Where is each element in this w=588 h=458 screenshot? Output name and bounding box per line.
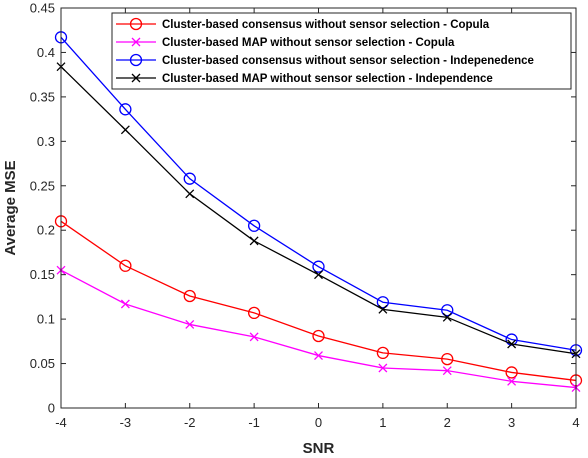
y-axis-label: Average MSE (2, 160, 19, 255)
data-point (376, 296, 390, 309)
data-point (183, 172, 196, 185)
series-line (60, 36, 577, 351)
data-point (312, 329, 325, 343)
x-axis-label: SNR (303, 440, 335, 457)
legend-item: Cluster-based MAP without sensor selecti… (116, 37, 455, 49)
legend-box (111, 12, 572, 90)
data-point (249, 332, 259, 342)
data-point (505, 333, 518, 346)
data-point (441, 352, 454, 366)
x-tick-label: 1 (379, 415, 386, 430)
y-tick-label: 0.15 (30, 267, 55, 282)
data-point (120, 299, 130, 309)
data-point (183, 289, 196, 303)
x-tick-label: 3 (508, 415, 515, 430)
legend-marker (129, 17, 143, 31)
data-point (376, 346, 390, 360)
data-point (185, 319, 195, 329)
legend-item: Cluster-based MAP without sensor selecti… (116, 73, 493, 85)
y-tick-label: 0.35 (30, 89, 55, 104)
data-point (247, 219, 261, 232)
x-tick-label: 4 (572, 415, 579, 430)
y-tick-label: 0.2 (37, 223, 55, 238)
legend-item: Cluster-based consensus without sensor s… (116, 17, 490, 31)
ticks-layer: -4 -3 -2 -1 0 1 2 3 4 0 0.05 0.1 0.15 0.2 0.25 0.3 0.35 0… (30, 1, 580, 431)
x-tick-label: -2 (184, 415, 196, 430)
y-tick-label: 0.1 (37, 312, 55, 327)
legend-marker (131, 37, 141, 47)
legend-item: Cluster-based consensus without sensor s… (116, 53, 534, 67)
data-point (247, 306, 261, 320)
x-tick-label: -4 (55, 415, 67, 430)
x-tick-label: -3 (120, 415, 132, 430)
data-point (507, 339, 517, 349)
y-tick-label: 0 (48, 401, 55, 416)
data-point (505, 366, 518, 379)
legend-label: Cluster-based MAP without sensor selecti… (162, 37, 455, 49)
data-point (312, 260, 325, 273)
legend-marker (131, 73, 141, 83)
data-point (378, 304, 388, 314)
y-tick-label: 0.25 (30, 178, 55, 193)
series-layer (54, 31, 583, 393)
y-tick-label: 0.05 (30, 356, 55, 371)
data-point (119, 259, 132, 272)
legend: Cluster-based consensus without sensor s… (111, 12, 572, 90)
data-point (442, 312, 452, 322)
x-tick-label: 2 (444, 415, 451, 430)
data-point (507, 376, 517, 386)
series-line (60, 220, 577, 382)
data-point (185, 189, 195, 199)
y-tick-label: 0.4 (37, 45, 55, 60)
series-3 (54, 31, 583, 357)
data-point (120, 125, 130, 135)
data-point (378, 363, 388, 373)
legend-label: Cluster-based consensus without sensor s… (162, 55, 534, 67)
legend-marker (129, 53, 143, 67)
y-tick-label: 0.3 (37, 134, 55, 149)
data-point (441, 304, 454, 317)
x-tick-label: 0 (315, 415, 322, 430)
legend-label: Cluster-based consensus without sensor s… (162, 19, 490, 31)
legend-label: Cluster-based MAP without sensor selecti… (162, 73, 493, 85)
x-tick-label: -1 (248, 415, 260, 430)
data-point (249, 236, 259, 246)
data-point (442, 366, 452, 376)
data-point (314, 270, 323, 280)
data-point (314, 351, 323, 361)
y-tick-label: 0.45 (30, 1, 55, 16)
data-point (119, 103, 132, 116)
